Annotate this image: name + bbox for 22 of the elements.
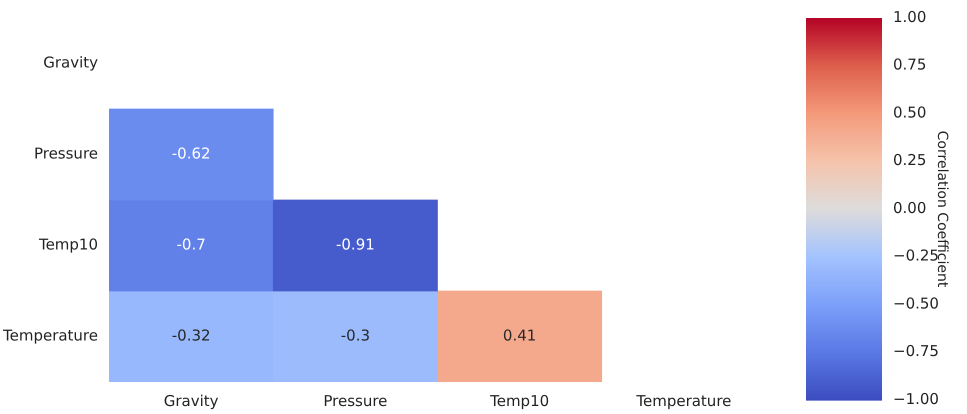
x-tick-label: Temperature — [635, 392, 732, 410]
y-tick-label: Temp10 — [38, 235, 98, 254]
data-label: -0.7 — [176, 235, 206, 254]
color-bar-label: −0.75 — [893, 342, 939, 360]
x-tick-label: Temp10 — [489, 392, 550, 410]
color-bar-label: −0.50 — [893, 294, 939, 312]
color-bar-label: −1.00 — [893, 390, 939, 408]
color-bar-label: 0.50 — [893, 103, 926, 122]
color-bar-label: 0.25 — [893, 151, 926, 170]
data-label: -0.91 — [336, 235, 375, 254]
color-bar-label: 0.75 — [893, 56, 926, 74]
x-tick-label: Pressure — [323, 392, 388, 410]
data-label: -0.32 — [172, 326, 211, 344]
data-label: -0.62 — [172, 144, 211, 162]
y-tick-label: Gravity — [43, 53, 98, 72]
data-label: -0.3 — [340, 326, 370, 344]
data-label: 0.41 — [502, 326, 536, 344]
color-bar-label: 1.00 — [893, 8, 926, 26]
y-tick-label: Pressure — [34, 144, 98, 162]
color-bar-label: 0.00 — [893, 198, 926, 217]
x-tick-label: Gravity — [164, 392, 219, 410]
y-tick-label: Temperature — [2, 326, 98, 344]
